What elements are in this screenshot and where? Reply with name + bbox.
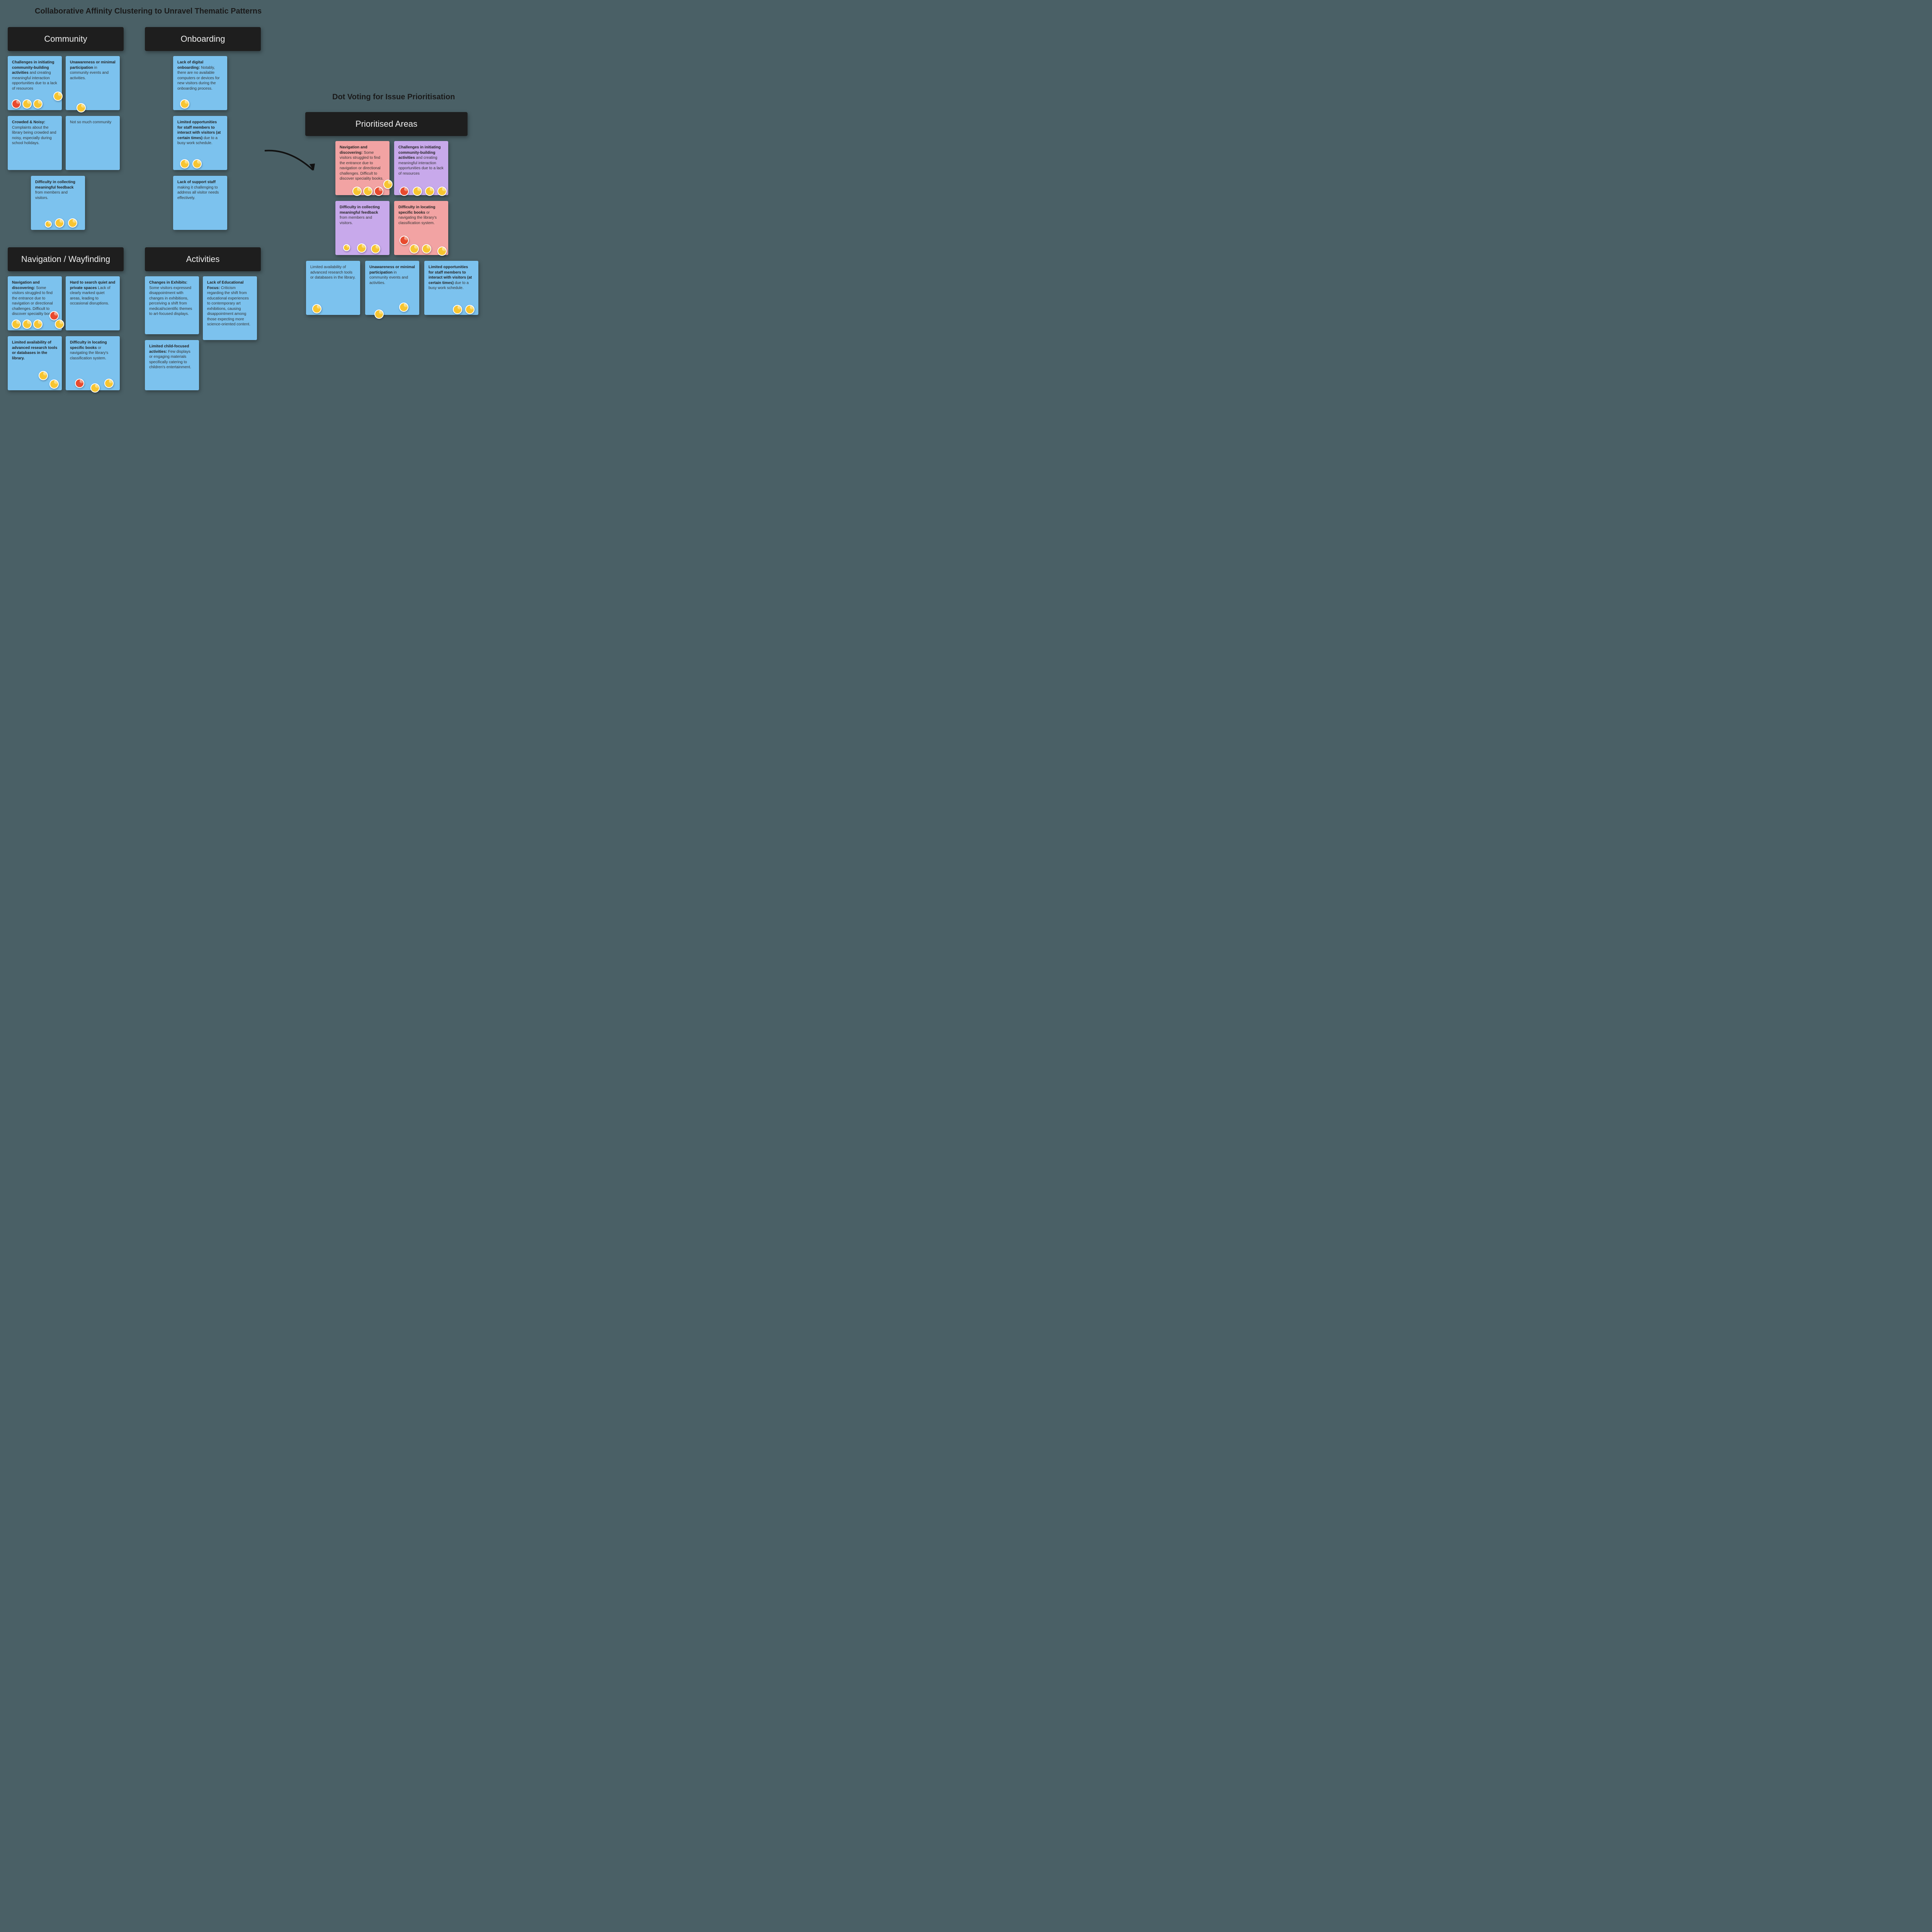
- vote-sticker: [55, 218, 64, 228]
- vote-sticker: [33, 320, 43, 329]
- vote-sticker: [410, 244, 419, 253]
- vote-sticker: [22, 320, 32, 329]
- card-bold: Navigation and discovering:: [12, 281, 40, 290]
- vote-sticker: [312, 304, 321, 313]
- vote-sticker: [12, 320, 21, 329]
- card-body: from members and visitors.: [340, 216, 372, 225]
- vote-sticker: [77, 103, 86, 112]
- card-n4[interactable]: Difficulty in locating specific books or…: [66, 336, 120, 390]
- card-c2[interactable]: Unawareness or minimal participation in …: [66, 56, 120, 110]
- card-body: Not so much community: [70, 120, 111, 124]
- card-p1[interactable]: Navigation and discovering: Some visitor…: [335, 141, 389, 195]
- vote-sticker: [400, 187, 409, 196]
- card-n3[interactable]: Limited availability of advanced researc…: [8, 336, 62, 390]
- vote-sticker: [90, 383, 100, 393]
- vote-sticker: [55, 320, 64, 329]
- header-navigation: Navigation / Wayfinding: [8, 247, 124, 271]
- card-n2[interactable]: Hard to search quiet and private spaces …: [66, 276, 120, 330]
- header-prioritised: Prioritised Areas: [305, 112, 468, 136]
- header-activities: Activities: [145, 247, 261, 271]
- vote-sticker: [422, 244, 431, 253]
- title-left: Collaborative Affinity Clustering to Unr…: [35, 7, 262, 16]
- card-a3[interactable]: Limited child-focused activities: Few di…: [145, 340, 199, 390]
- card-bold: Navigation and discovering:: [340, 145, 367, 155]
- vote-sticker: [22, 99, 32, 109]
- card-p3[interactable]: Difficulty in collecting meaningful feed…: [335, 201, 389, 255]
- vote-sticker: [437, 187, 447, 196]
- card-o3[interactable]: Lack of support staff making it challeng…: [173, 176, 227, 230]
- vote-sticker: [352, 187, 362, 196]
- vote-sticker: [49, 379, 59, 389]
- card-c3[interactable]: Crowded & Noisy: Complaints about the li…: [8, 116, 62, 170]
- vote-sticker: [45, 221, 52, 228]
- card-bold: Difficulty in collecting meaningful feed…: [35, 180, 75, 190]
- card-body: Some visitors expressed disappointment w…: [149, 286, 192, 316]
- vote-sticker: [12, 99, 21, 109]
- card-body: Limited availability of advanced researc…: [310, 265, 355, 280]
- card-bold: Difficulty in locating specific books: [398, 205, 435, 215]
- card-bold: Crowded & Noisy:: [12, 120, 45, 124]
- card-body: Some visitors struggled to find the entr…: [340, 151, 383, 181]
- card-bold: Lack of digital onboarding:: [177, 60, 203, 70]
- card-c4[interactable]: Not so much community: [66, 116, 120, 170]
- vote-sticker: [53, 92, 63, 101]
- vote-sticker: [68, 218, 77, 228]
- card-n1[interactable]: Navigation and discovering: Some visitor…: [8, 276, 62, 330]
- vote-sticker: [437, 247, 447, 256]
- vote-sticker: [374, 187, 383, 196]
- vote-sticker: [413, 187, 422, 196]
- vote-sticker: [33, 99, 43, 109]
- card-o2[interactable]: Limited opportunities for staff members …: [173, 116, 227, 170]
- vote-sticker: [363, 187, 372, 196]
- vote-sticker: [180, 99, 189, 109]
- card-a1[interactable]: Changes in Exhibits: Some visitors expre…: [145, 276, 199, 334]
- card-p5[interactable]: Limited availability of advanced researc…: [306, 261, 360, 315]
- card-body: making it challenging to address all vis…: [177, 185, 219, 200]
- vote-sticker: [400, 236, 409, 245]
- vote-sticker: [180, 159, 189, 168]
- vote-sticker: [192, 159, 202, 168]
- card-c5[interactable]: Difficulty in collecting meaningful feed…: [31, 176, 85, 230]
- card-body: Criticism regarding the shift from educa…: [207, 286, 250, 327]
- card-body: from members and visitors.: [35, 190, 68, 200]
- card-p2[interactable]: Challenges in initiating community-build…: [394, 141, 448, 195]
- card-body: Complaints about the library being crowd…: [12, 126, 56, 146]
- vote-sticker: [357, 243, 366, 253]
- card-c1[interactable]: Challenges in initiating community-build…: [8, 56, 62, 110]
- card-body: Some visitors struggled to find the entr…: [12, 286, 56, 316]
- vote-sticker: [75, 379, 84, 388]
- title-right: Dot Voting for Issue Prioritisation: [332, 93, 455, 102]
- card-bold: Lack of support staff: [177, 180, 216, 184]
- card-bold: Limited availability of advanced researc…: [12, 340, 57, 361]
- vote-sticker: [343, 244, 350, 251]
- card-bold: Unawareness or minimal participation: [369, 265, 415, 275]
- card-a2[interactable]: Lack of Educational Focus: Criticism reg…: [203, 276, 257, 340]
- vote-sticker: [383, 180, 393, 189]
- vote-sticker: [104, 379, 114, 388]
- card-o1[interactable]: Lack of digital onboarding: Notably, the…: [173, 56, 227, 110]
- vote-sticker: [465, 305, 474, 314]
- vote-sticker: [374, 310, 384, 319]
- header-onboarding: Onboarding: [145, 27, 261, 51]
- card-p6[interactable]: Unawareness or minimal participation in …: [365, 261, 419, 315]
- arrow-icon: [263, 147, 325, 182]
- card-bold: Difficulty in collecting meaningful feed…: [340, 205, 380, 215]
- vote-sticker: [399, 303, 408, 312]
- vote-sticker: [39, 371, 48, 380]
- card-bold: Difficulty in locating specific books: [70, 340, 107, 350]
- vote-sticker: [425, 187, 434, 196]
- card-bold: Changes in Exhibits:: [149, 281, 187, 285]
- vote-sticker: [453, 305, 462, 314]
- header-community: Community: [8, 27, 124, 51]
- card-bold: Unawareness or minimal participation: [70, 60, 116, 70]
- card-p4[interactable]: Difficulty in locating specific books or…: [394, 201, 448, 255]
- card-p7[interactable]: Limited opportunities for staff members …: [424, 261, 478, 315]
- vote-sticker: [371, 244, 380, 253]
- vote-sticker: [49, 311, 59, 320]
